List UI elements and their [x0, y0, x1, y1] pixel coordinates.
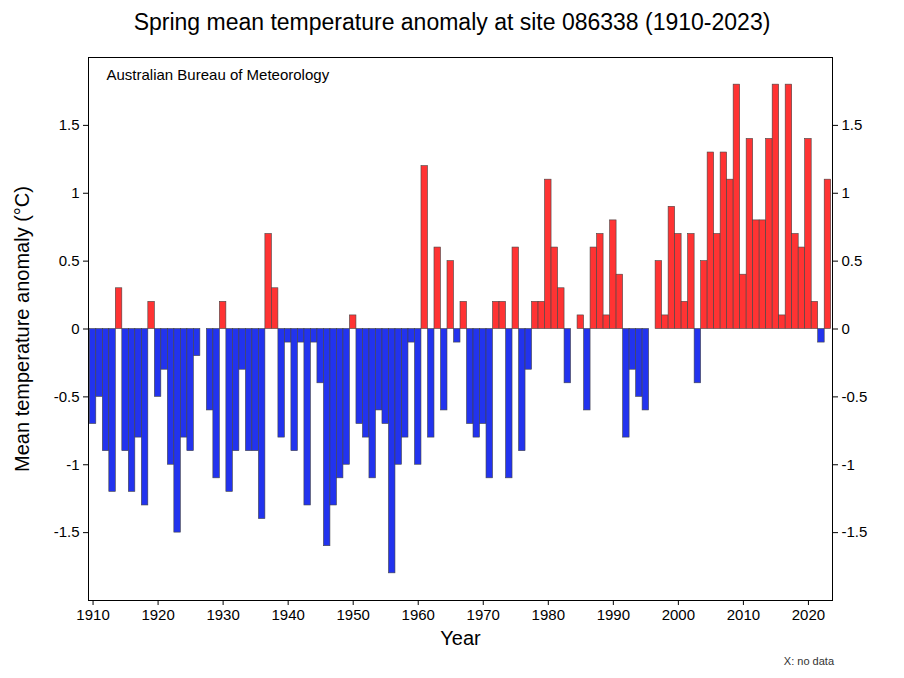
- svg-text:-1.5: -1.5: [842, 523, 868, 540]
- svg-text:1930: 1930: [206, 606, 239, 623]
- svg-text:0.5: 0.5: [59, 252, 80, 269]
- svg-text:-0.5: -0.5: [842, 388, 868, 405]
- svg-text:1: 1: [842, 184, 850, 201]
- svg-text:1960: 1960: [402, 606, 435, 623]
- svg-text:1970: 1970: [467, 606, 500, 623]
- svg-text:1910: 1910: [76, 606, 109, 623]
- svg-text:1: 1: [71, 184, 79, 201]
- svg-text:1920: 1920: [141, 606, 174, 623]
- svg-text:0: 0: [842, 320, 850, 337]
- svg-text:1990: 1990: [597, 606, 630, 623]
- html-text:Spring mean temperature anomal: Spring mean temperature anomaly at site …: [133, 9, 771, 35]
- svg-text:1.5: 1.5: [59, 116, 80, 133]
- svg-text:Australian Bureau of Meteorolo: Australian Bureau of Meteorology: [107, 66, 330, 83]
- svg-text:-1.5: -1.5: [54, 523, 80, 540]
- svg-text:0: 0: [71, 320, 79, 337]
- svg-text:1980: 1980: [532, 606, 565, 623]
- svg-text:-1: -1: [66, 456, 79, 473]
- svg-text:1.5: 1.5: [842, 116, 863, 133]
- html-text:X: no data: X: no data: [783, 655, 834, 667]
- svg-text:0.5: 0.5: [842, 252, 863, 269]
- svg-text:2000: 2000: [662, 606, 695, 623]
- svg-text:Year: Year: [440, 627, 481, 649]
- svg-text:1950: 1950: [337, 606, 370, 623]
- svg-text:1940: 1940: [271, 606, 304, 623]
- svg-text:2010: 2010: [727, 606, 760, 623]
- svg-text:2020: 2020: [792, 606, 825, 623]
- svg-text:-0.5: -0.5: [54, 388, 80, 405]
- svg-text:Mean temperature anomaly (°C): Mean temperature anomaly (°C): [11, 186, 33, 472]
- svg-text:-1: -1: [842, 456, 855, 473]
